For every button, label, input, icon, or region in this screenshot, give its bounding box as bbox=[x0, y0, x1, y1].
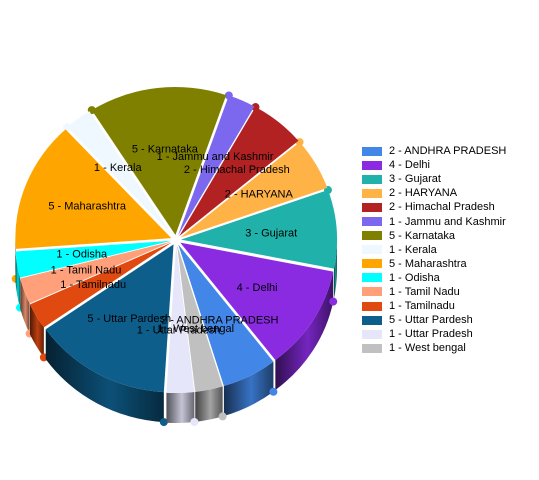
legend-swatch bbox=[362, 287, 382, 296]
legend-label: 5 - Uttar Pardesh bbox=[389, 314, 473, 326]
legend-label: 1 - Tamilnadu bbox=[389, 300, 455, 312]
legend-swatch bbox=[362, 203, 382, 212]
legend-swatch bbox=[362, 344, 382, 353]
pie-data-label-4-delhi: 4 - Delhi bbox=[237, 282, 278, 294]
legend-label: 2 - HARYANA bbox=[389, 187, 457, 199]
pie-data-label-2-haryana: 2 - HARYANA bbox=[225, 189, 294, 201]
legend-swatch bbox=[362, 217, 382, 226]
legend-swatch bbox=[362, 330, 382, 339]
legend-item-2-haryana: 2 - HARYANA bbox=[362, 186, 506, 200]
legend-item-1-jammu-and-kashmir: 1 - Jammu and Kashmir bbox=[362, 214, 506, 228]
legend-label: 1 - Uttar Pradesh bbox=[389, 328, 473, 340]
legend-label: 5 - Maharashtra bbox=[389, 258, 467, 270]
pie-data-label-5-maharashtra: 5 - Maharashtra bbox=[48, 201, 127, 213]
legend-item-1-uttar-pradesh: 1 - Uttar Pradesh bbox=[362, 327, 506, 341]
legend-label: 1 - Jammu and Kashmir bbox=[389, 216, 506, 228]
chart-legend: 2 - ANDHRA PRADESH 4 - Delhi 3 - Gujarat 2 … bbox=[362, 144, 506, 355]
legend-item-5-uttar-pardesh: 5 - Uttar Pardesh bbox=[362, 313, 506, 327]
legend-swatch bbox=[362, 245, 382, 254]
legend-label: 1 - Kerala bbox=[389, 244, 437, 256]
legend-item-1-odisha: 1 - Odisha bbox=[362, 271, 506, 285]
legend-item-5-maharashtra: 5 - Maharashtra bbox=[362, 257, 506, 271]
pie-data-label-2-himachal-pradesh: 2 - Himachal Pradesh bbox=[184, 164, 290, 176]
pie-data-label-1-odisha: 1 - Odisha bbox=[56, 249, 108, 261]
legend-swatch bbox=[362, 147, 382, 156]
legend-label: 1 - Tamil Nadu bbox=[389, 286, 460, 298]
legend-swatch bbox=[362, 259, 382, 268]
legend-item-5-karnataka: 5 - Karnataka bbox=[362, 229, 506, 243]
legend-label: 1 - Odisha bbox=[389, 272, 440, 284]
legend-label: 1 - West bengal bbox=[389, 342, 466, 354]
pie-slice-side-1-uttar-pradesh bbox=[166, 392, 194, 423]
legend-item-1-tamil-nadu: 1 - Tamil Nadu bbox=[362, 285, 506, 299]
legend-item-3-gujarat: 3 - Gujarat bbox=[362, 172, 506, 186]
legend-swatch bbox=[362, 189, 382, 198]
legend-swatch bbox=[362, 302, 382, 311]
legend-item-1-west-bengal: 1 - West bengal bbox=[362, 341, 506, 355]
pie-data-label-1-tamil-nadu: 1 - Tamil Nadu bbox=[51, 264, 122, 276]
legend-swatch bbox=[362, 231, 382, 240]
legend-swatch bbox=[362, 161, 382, 170]
pie-slice-edge-marker bbox=[329, 298, 337, 306]
pie-data-label-1-tamilnadu: 1 - Tamilnadu bbox=[60, 279, 126, 291]
legend-label: 2 - Himachal Pradesh bbox=[389, 201, 495, 213]
pie-slice-side-1-west-bengal bbox=[195, 386, 222, 421]
pie-slice-edge-marker bbox=[219, 412, 227, 420]
legend-swatch bbox=[362, 175, 382, 184]
legend-label: 2 - ANDHRA PRADESH bbox=[389, 145, 506, 157]
pie-data-label-1-west-bengal: 1 - West bengal bbox=[157, 323, 234, 335]
pie-slice-edge-marker bbox=[190, 418, 198, 426]
pie-data-label-5-karnataka: 5 - Karnataka bbox=[132, 144, 199, 156]
pie-data-label-1-kerala: 1 - Kerala bbox=[94, 162, 143, 174]
legend-item-4-delhi: 4 - Delhi bbox=[362, 158, 506, 172]
legend-item-2-andhra-pradesh: 2 - ANDHRA PRADESH bbox=[362, 144, 506, 158]
pie-slice-edge-marker bbox=[269, 388, 277, 396]
legend-label: 3 - Gujarat bbox=[389, 173, 441, 185]
legend-item-1-kerala: 1 - Kerala bbox=[362, 243, 506, 257]
legend-label: 5 - Karnataka bbox=[389, 230, 455, 242]
legend-label: 4 - Delhi bbox=[389, 159, 430, 171]
legend-item-2-himachal-pradesh: 2 - Himachal Pradesh bbox=[362, 200, 506, 214]
legend-item-1-tamilnadu: 1 - Tamilnadu bbox=[362, 299, 506, 313]
legend-swatch bbox=[362, 273, 382, 282]
pie-data-label-3-gujarat: 3 - Gujarat bbox=[245, 227, 297, 239]
legend-swatch bbox=[362, 316, 382, 325]
